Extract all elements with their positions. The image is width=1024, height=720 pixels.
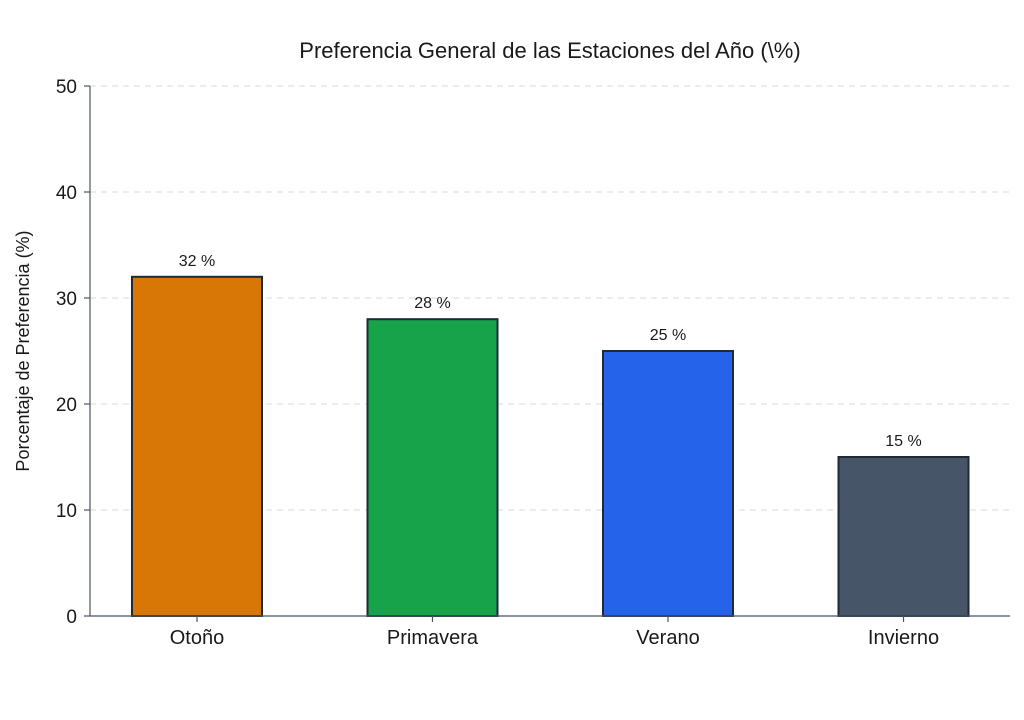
bar-1 <box>366 318 499 617</box>
y-tick-label: 40 <box>56 183 77 204</box>
bar-value-label: 15 % <box>885 433 921 450</box>
bar-2 <box>602 350 734 617</box>
x-tick-label: Verano <box>636 627 699 649</box>
bar-value-label: 28 % <box>414 295 450 312</box>
x-tick-label: Primavera <box>387 627 479 649</box>
x-axis-ticks: Otoño Primavera Verano Invierno <box>170 616 939 649</box>
y-tick-label: 30 <box>56 289 77 310</box>
bars <box>131 275 970 617</box>
axes <box>89 86 1010 617</box>
bar-value-label: 32 % <box>179 253 215 270</box>
chart-title: Preferencia General de las Estaciones de… <box>299 38 800 63</box>
bar-0 <box>131 275 263 617</box>
y-tick-label: 0 <box>66 607 77 628</box>
y-tick-label: 50 <box>56 77 77 98</box>
bar-3 <box>837 456 970 617</box>
y-tick-label: 20 <box>56 395 77 416</box>
x-tick-label: Invierno <box>868 627 939 649</box>
value-labels: 32 % 28 % 25 % 15 % <box>179 253 922 450</box>
x-tick-label: Otoño <box>170 627 224 649</box>
y-axis-label: Porcentaje de Preferencia (%) <box>13 230 33 471</box>
y-axis-ticks: 0 10 20 30 40 50 <box>56 77 90 628</box>
bar-value-label: 25 % <box>650 327 686 344</box>
y-tick-label: 10 <box>56 501 77 522</box>
